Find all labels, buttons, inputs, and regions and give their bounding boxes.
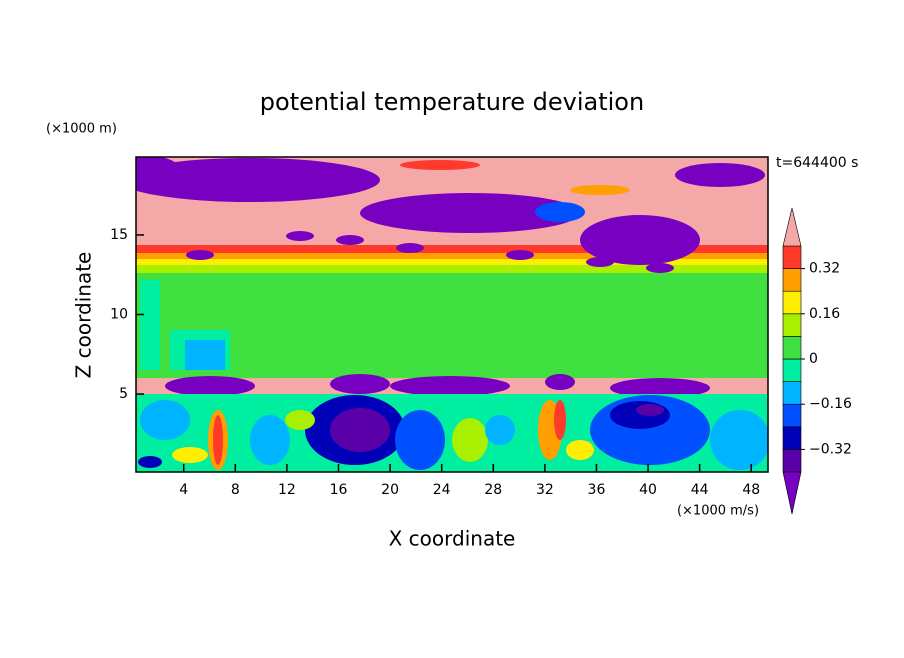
field-region	[140, 280, 160, 370]
x-tick-label: 40	[639, 482, 657, 498]
field-region	[506, 250, 534, 260]
colorbar-box	[782, 313, 802, 337]
colorbar-tick-label: −0.32	[809, 441, 852, 457]
colorbar-tick-label: 0.32	[809, 261, 840, 277]
colorbar-box	[782, 403, 802, 428]
field-region	[396, 243, 424, 253]
field-region	[136, 265, 768, 273]
field-region	[554, 400, 566, 440]
field-region	[136, 259, 768, 265]
colorbar-box	[782, 336, 802, 360]
colorbar-box	[782, 245, 802, 269]
colorbar-box	[782, 381, 802, 405]
field-region	[250, 415, 290, 465]
x-tick-label: 12	[278, 482, 296, 498]
field-region	[580, 215, 700, 265]
field-region	[213, 415, 223, 465]
x-tick-label: 8	[231, 482, 240, 498]
y-axis-label: Z coordinate	[72, 252, 96, 379]
chart-title: potential temperature deviation	[260, 88, 644, 116]
colorbar-tick-label: 0	[809, 351, 818, 367]
colorbar-tick-label: −0.16	[809, 396, 852, 412]
field-region	[610, 401, 670, 429]
field-region	[136, 158, 380, 202]
colorbar-box	[782, 290, 802, 315]
x-tick-label: 36	[588, 482, 606, 498]
field-region	[566, 440, 594, 460]
field-region	[570, 185, 630, 195]
x-tick-label: 48	[742, 482, 760, 498]
field-region	[395, 410, 445, 470]
field-region	[485, 415, 515, 445]
field-region	[586, 257, 614, 267]
field-region	[186, 250, 214, 260]
field-region	[185, 340, 225, 370]
field-region	[138, 456, 162, 468]
x-tick-label: 28	[484, 482, 502, 498]
field-region	[675, 163, 765, 187]
field-region	[452, 418, 488, 462]
field-region	[330, 374, 390, 394]
field-region	[636, 404, 664, 416]
field-region	[286, 231, 314, 241]
field-region	[136, 245, 768, 253]
x-tick-label: 44	[691, 482, 709, 498]
colorbar-tick-label: 0.16	[809, 306, 840, 322]
x-tick-label: 32	[536, 482, 554, 498]
field-region	[140, 400, 190, 440]
x-tick-label: 24	[433, 482, 451, 498]
colorbar-over	[782, 207, 802, 247]
colorbar-under	[782, 471, 802, 515]
contour-field	[136, 157, 768, 472]
field-region	[136, 253, 768, 259]
field-region	[165, 376, 255, 396]
x-tick-label: 4	[179, 482, 188, 498]
colorbar-box	[782, 449, 802, 473]
colorbar-box	[782, 426, 802, 450]
field-region	[390, 376, 510, 396]
field-region	[336, 235, 364, 245]
colorbar-box	[782, 268, 802, 292]
x-tick-label: 20	[381, 482, 399, 498]
y-tick-label: 5	[119, 386, 128, 402]
field-region	[360, 193, 580, 233]
field-region	[545, 374, 575, 390]
field-region	[610, 378, 710, 398]
field-region	[535, 202, 585, 222]
x-axis-label: X coordinate	[389, 527, 516, 551]
field-region	[172, 447, 208, 463]
field-region	[400, 160, 480, 170]
field-region	[136, 157, 180, 184]
colorbar-box	[782, 358, 802, 382]
y-tick-label: 15	[110, 227, 128, 243]
field-region	[285, 410, 315, 430]
x-unit: (×1000 m/s)	[677, 504, 759, 519]
field-region	[330, 408, 390, 452]
field-region	[710, 410, 768, 470]
time-label: t=644400 s	[776, 155, 858, 171]
y-unit: (×1000 m)	[46, 122, 117, 137]
field-region	[646, 263, 674, 273]
y-tick-label: 10	[110, 307, 128, 323]
x-tick-label: 16	[330, 482, 348, 498]
